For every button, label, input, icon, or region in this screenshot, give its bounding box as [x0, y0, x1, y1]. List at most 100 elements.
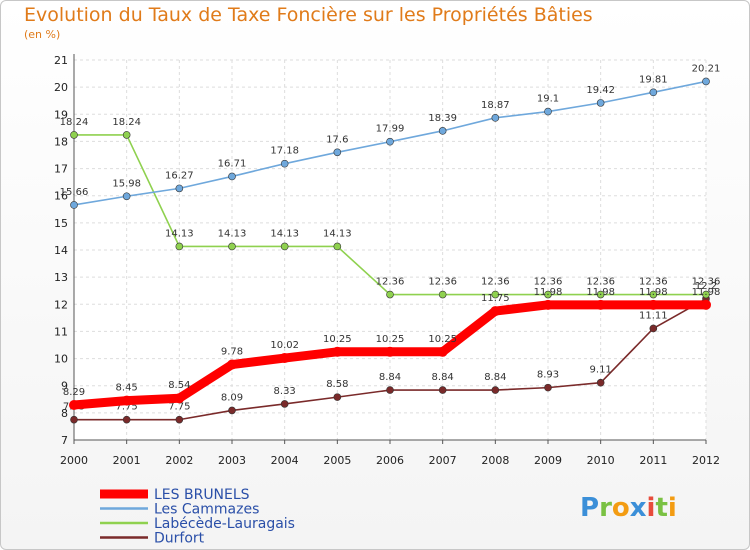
data-point — [596, 99, 605, 107]
data-point — [70, 415, 78, 424]
x-tick-label: 2003 — [218, 454, 246, 467]
data-point — [122, 192, 131, 201]
data-label: 10.25 — [376, 334, 405, 345]
data-label: 8.84 — [379, 372, 401, 383]
data-point — [386, 386, 394, 394]
data-label: 10.25 — [323, 334, 352, 345]
data-point — [228, 242, 236, 251]
data-label: 14.13 — [165, 228, 194, 239]
data-label: 8.33 — [274, 386, 296, 397]
data-point — [649, 290, 658, 299]
data-point — [649, 324, 658, 333]
data-label: 8.84 — [484, 372, 506, 383]
data-point — [701, 299, 711, 310]
data-point — [702, 290, 710, 299]
data-label: 12.36 — [692, 277, 721, 288]
axes: 7 8 9 10 11 12 13 14 15 16 17 18 19 20 21 2000 2001 2002 2… — [54, 54, 720, 467]
data-point — [69, 399, 79, 410]
x-tick-label: 2002 — [165, 454, 193, 467]
y-tick-label: 16 — [54, 190, 68, 203]
data-label: 18.39 — [428, 113, 457, 124]
data-point — [490, 306, 501, 317]
data-point — [544, 290, 552, 299]
x-tick-label: 2000 — [60, 454, 88, 467]
data-label: 8.93 — [537, 370, 559, 381]
data-point — [280, 159, 289, 168]
y-tick-label: 12 — [54, 298, 68, 311]
y-tick-label: 7 — [61, 434, 68, 447]
data-label: 16.27 — [165, 170, 194, 181]
data-label: 10.25 — [428, 334, 457, 345]
data-label: 19.81 — [639, 74, 668, 85]
y-tick-label: 11 — [54, 325, 68, 338]
data-label: 17.99 — [376, 124, 405, 135]
data-point — [437, 346, 448, 357]
data-point — [543, 299, 553, 310]
data-point — [595, 299, 606, 310]
data-point — [648, 299, 659, 310]
svg-text:Proxiti: Proxiti — [580, 493, 677, 523]
data-point — [596, 290, 605, 299]
data-point — [332, 346, 343, 357]
data-label: 9.78 — [221, 347, 243, 358]
data-point — [438, 290, 447, 299]
data-label: 8.84 — [432, 372, 454, 383]
y-tick-label: 8 — [61, 407, 68, 420]
data-label: 11.75 — [481, 293, 510, 304]
data-point — [544, 107, 552, 116]
data-point — [70, 201, 78, 209]
data-label: 11.98 — [586, 287, 615, 298]
y-tick-label: 10 — [54, 353, 68, 366]
data-point — [122, 131, 131, 139]
y-tick-label: 15 — [54, 217, 68, 230]
data-point — [227, 359, 237, 370]
data-point — [175, 415, 184, 424]
y-tick-label: 21 — [54, 54, 68, 67]
data-label: 7.75 — [168, 402, 190, 413]
data-point — [279, 353, 290, 364]
legend-label: Les Cammazes — [154, 502, 259, 518]
data-label: 9.11 — [590, 365, 612, 376]
data-label: 8.45 — [116, 383, 138, 394]
data-point — [121, 395, 132, 406]
data-point — [280, 242, 289, 251]
x-tick-label: 2007 — [429, 454, 457, 467]
data-point — [438, 127, 447, 135]
data-label: 14.13 — [270, 228, 299, 239]
data-label: 11.98 — [639, 287, 668, 298]
data-point — [438, 386, 447, 394]
data-label: 18.24 — [112, 117, 141, 128]
data-point — [175, 242, 184, 251]
data-label: 11.98 — [534, 287, 563, 298]
data-label: 14.13 — [323, 228, 352, 239]
data-label: 15.98 — [112, 178, 141, 189]
x-tick-label: 2009 — [534, 454, 562, 467]
data-label: 12.36 — [534, 277, 563, 288]
y-tick-label: 19 — [54, 108, 68, 121]
data-label: 17.18 — [270, 146, 299, 157]
data-label: 18.24 — [60, 117, 89, 128]
data-label: 17.6 — [326, 134, 348, 145]
data-label: 15.66 — [60, 187, 89, 198]
data-label: 18.87 — [481, 100, 510, 111]
data-label: 11.11 — [639, 310, 668, 321]
data-point — [333, 393, 342, 401]
data-label: 10.02 — [270, 340, 299, 351]
data-point — [333, 148, 342, 157]
data-point — [596, 378, 605, 387]
data-label: 8.09 — [221, 392, 243, 403]
y-axis-unit: (en %) — [24, 28, 61, 41]
data-label: 11.98 — [692, 287, 721, 298]
data-point — [544, 383, 552, 392]
data-label: 12.36 — [376, 277, 405, 288]
data-label: 8.58 — [326, 379, 348, 390]
data-point — [385, 346, 395, 357]
data-point — [175, 184, 184, 193]
legend-label: Durfort — [154, 531, 205, 547]
data-point — [122, 415, 131, 424]
data-label: 14.13 — [218, 228, 247, 239]
data-label: 12.36 — [586, 277, 615, 288]
data-label: 12.36 — [428, 277, 457, 288]
